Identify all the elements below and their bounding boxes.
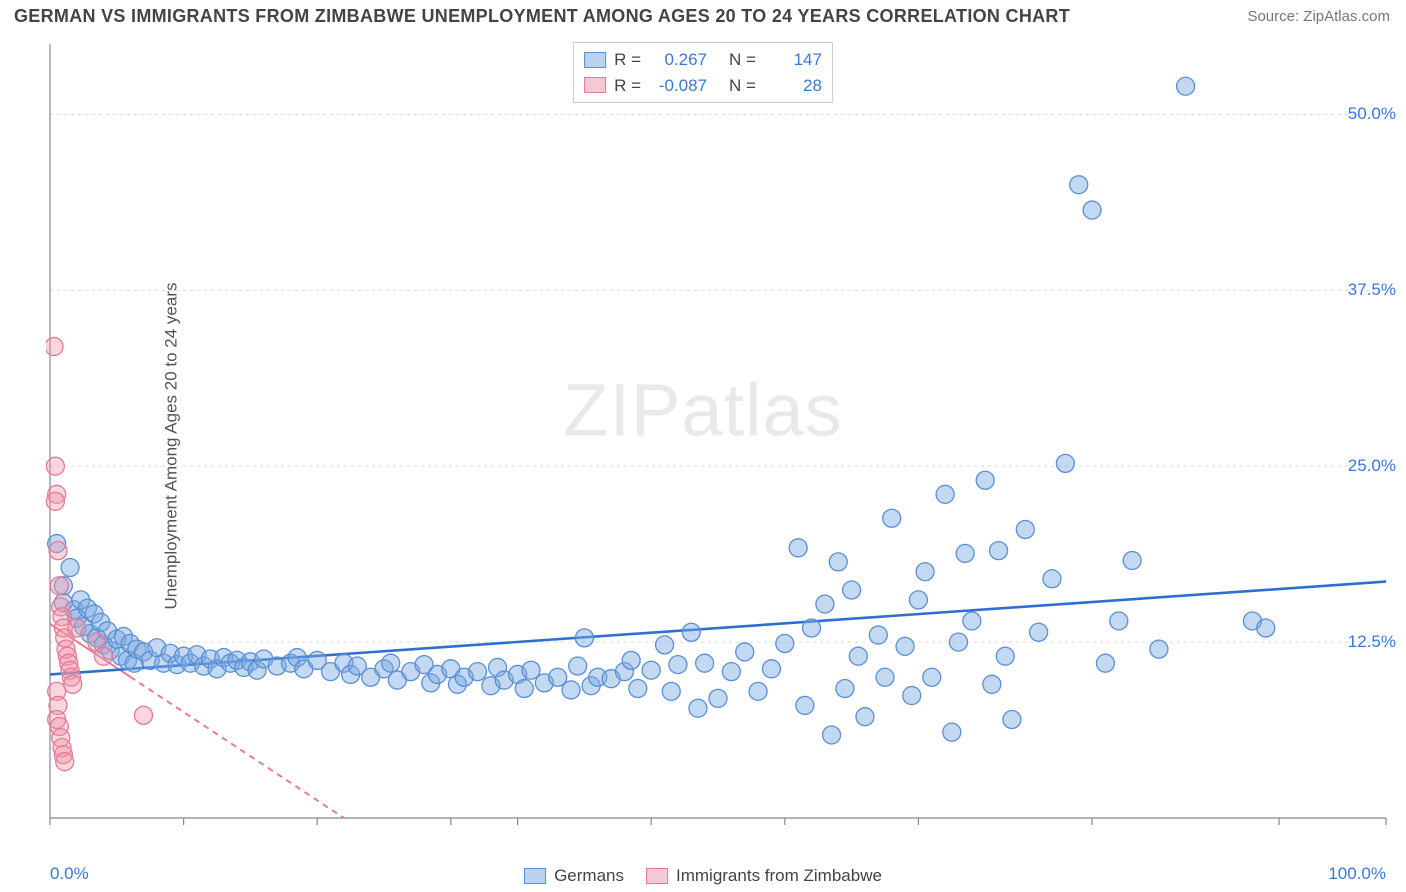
value-n-series-2: 28 xyxy=(764,73,822,99)
y-tick-label: 12.5% xyxy=(1348,632,1396,652)
x-tick-label: 100.0% xyxy=(1328,864,1386,884)
legend-item-2: Immigrants from Zimbabwe xyxy=(646,866,882,886)
swatch-series-1 xyxy=(584,52,606,68)
chart-svg xyxy=(46,40,1390,848)
label-n: N = xyxy=(729,47,756,73)
legend-swatch-2 xyxy=(646,868,668,884)
label-r: R = xyxy=(614,73,641,99)
legend-label-2: Immigrants from Zimbabwe xyxy=(676,866,882,886)
scatter-chart xyxy=(46,40,1390,848)
swatch-series-2 xyxy=(584,77,606,93)
legend-label-1: Germans xyxy=(554,866,624,886)
value-r-series-2: -0.087 xyxy=(649,73,707,99)
stats-row-series-2: R = -0.087 N = 28 xyxy=(584,73,822,99)
series-legend: Germans Immigrants from Zimbabwe xyxy=(524,866,882,886)
correlation-stats-legend: R = 0.267 N = 147 R = -0.087 N = 28 xyxy=(573,42,833,103)
chart-title: GERMAN VS IMMIGRANTS FROM ZIMBABWE UNEMP… xyxy=(14,6,1070,27)
label-r: R = xyxy=(614,47,641,73)
legend-item-1: Germans xyxy=(524,866,624,886)
y-tick-label: 25.0% xyxy=(1348,456,1396,476)
stats-row-series-1: R = 0.267 N = 147 xyxy=(584,47,822,73)
y-tick-label: 37.5% xyxy=(1348,280,1396,300)
value-n-series-1: 147 xyxy=(764,47,822,73)
label-n: N = xyxy=(729,73,756,99)
legend-swatch-1 xyxy=(524,868,546,884)
source-attribution: Source: ZipAtlas.com xyxy=(1247,8,1390,25)
y-tick-label: 50.0% xyxy=(1348,104,1396,124)
x-tick-label: 0.0% xyxy=(50,864,89,884)
value-r-series-1: 0.267 xyxy=(649,47,707,73)
